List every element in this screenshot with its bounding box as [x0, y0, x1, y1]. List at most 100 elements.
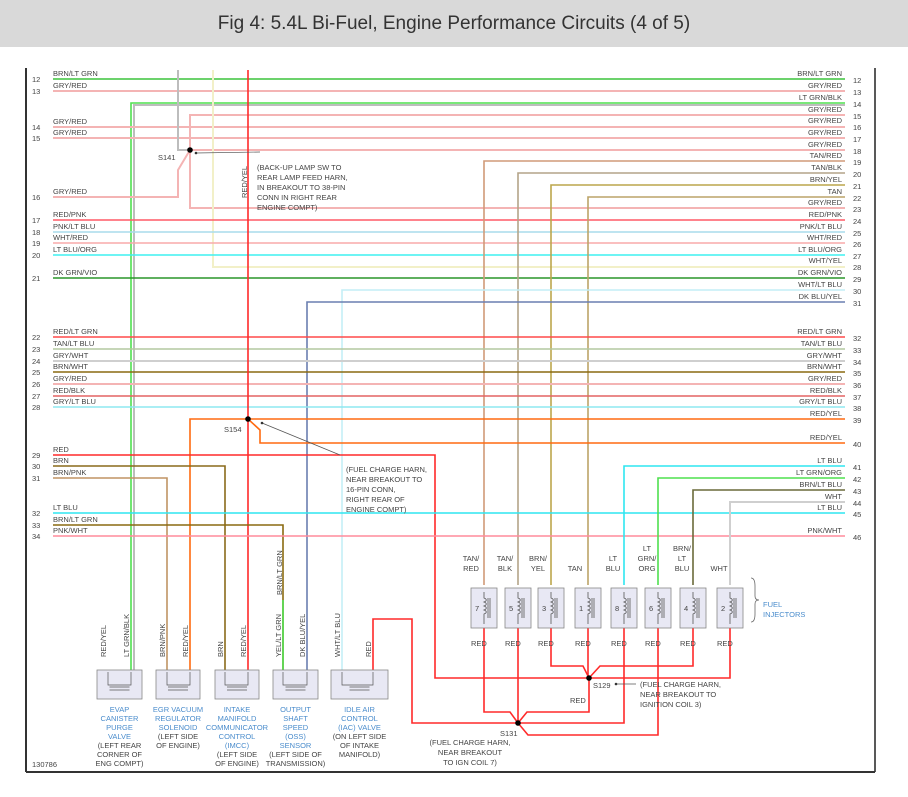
splice-note: (FUEL CHARGE HARN,	[346, 465, 427, 474]
component-name: CONTROL	[341, 714, 378, 723]
right-wire-label: BRN/LT GRN	[797, 69, 842, 78]
component-body	[96, 669, 143, 700]
right-row-number: 42	[853, 475, 861, 484]
arrow-head	[614, 682, 618, 686]
component-name: IDLE AIR	[344, 705, 375, 714]
coil-icon	[349, 686, 370, 691]
wire-ltgrn	[657, 477, 845, 585]
right-row-number: 39	[853, 416, 861, 425]
right-row-number: 21	[853, 182, 861, 191]
pin-icon	[119, 672, 132, 686]
splice-note: NEAR BREAKOUT	[438, 748, 503, 757]
coil-icon	[586, 592, 595, 624]
component-name: MANIFOLD	[218, 714, 257, 723]
pin-icon	[341, 672, 360, 686]
right-row-number: 29	[853, 275, 861, 284]
injector-return-label: RED	[471, 639, 487, 648]
left-wire-label: BRN	[53, 456, 69, 465]
component-name: VALVE	[108, 732, 131, 741]
coil-icon	[482, 592, 491, 624]
right-row-number: 24	[853, 217, 861, 226]
splice-s141	[187, 147, 193, 153]
injector-group-label: INJECTORS	[763, 610, 805, 619]
splice-note: IN BREAKOUT TO 38-PIN	[257, 183, 345, 192]
right-wire-label: GRY/RED	[808, 81, 843, 90]
injector-wire-label: TAN/	[497, 554, 514, 563]
wire-tanblk	[517, 172, 845, 585]
left-wire-label: RED/BLK	[53, 386, 85, 395]
right-wire-label: GRY/LT BLU	[799, 397, 842, 406]
component-location: (ON LEFT SIDE	[333, 732, 387, 741]
right-wire-label: TAN	[828, 187, 842, 196]
left-wire-label: DK GRN/VIO	[53, 268, 97, 277]
component-location: (LEFT SIDE	[158, 732, 198, 741]
right-row-number: 23	[853, 205, 861, 214]
right-wire-label: LT GRN/BLK	[799, 93, 842, 102]
left-wire-label: GRY/RED	[53, 117, 88, 126]
injector-return-label: RED	[611, 639, 627, 648]
wires	[53, 70, 845, 736]
left-wire-label: PNK/WHT	[53, 526, 88, 535]
splice-note: ENGINE COMPT)	[346, 505, 407, 514]
left-row-number: 16	[32, 193, 40, 202]
injector-number: 3	[542, 604, 546, 613]
diagram-frame	[25, 68, 876, 773]
right-wire-label: TAN/LT BLU	[801, 339, 842, 348]
injector-7: TAN/RED 7 RED	[463, 554, 498, 648]
left-wire-label: LT BLU	[53, 503, 78, 512]
injector-wire-label: YEL	[531, 564, 545, 573]
pin-wire-label: WHT/LT BLU	[333, 613, 342, 657]
wire-brnltblu	[692, 489, 845, 585]
right-wire-label: GRY/RED	[808, 374, 843, 383]
right-row-number: 12	[853, 76, 861, 85]
injector-wire-label: BLK	[498, 564, 512, 573]
right-row-number: 46	[853, 533, 861, 542]
left-row-number: 12	[32, 75, 40, 84]
component-body	[155, 669, 201, 700]
right-row-number: 20	[853, 170, 861, 179]
left-wire-label: BRN/PNK	[53, 468, 86, 477]
right-row-number: 37	[853, 393, 861, 402]
figure-title: Fig 4: 5.4L Bi-Fuel, Engine Performance …	[0, 0, 908, 47]
left-wire-label: RED/LT GRN	[53, 327, 98, 336]
right-wire-label: GRY/RED	[808, 105, 843, 114]
splice-note: (FUEL CHARGE HARN,	[640, 680, 721, 689]
injector-wire-label: BLU	[675, 564, 690, 573]
wire-gray	[177, 70, 190, 151]
left-wire-label: GRY/RED	[53, 187, 88, 196]
right-wire-label: WHT	[825, 492, 842, 501]
injector-wire-label: BRN/	[673, 544, 692, 553]
right-row-number: 27	[853, 252, 861, 261]
coil-icon	[285, 686, 306, 691]
left-wire-label: LT BLU/ORG	[53, 245, 97, 254]
injector-wire-label: WHT	[710, 564, 727, 573]
right-row-number: 38	[853, 404, 861, 413]
pin-wire-label: DK BLU/YEL	[298, 614, 307, 657]
wire-red	[517, 628, 659, 736]
left-wire-label: GRY/WHT	[53, 351, 89, 360]
component-name: PURGE	[106, 723, 133, 732]
right-row-number: 26	[853, 240, 861, 249]
right-wire-label: BRN/WHT	[807, 362, 842, 371]
wire-ltgrn	[130, 102, 845, 672]
injector-return-label: RED	[505, 639, 521, 648]
injector-5: TAN/BLK 5 RED	[497, 554, 532, 648]
pin-wire-label: BRN/PNK	[158, 624, 167, 657]
wire-orange	[189, 418, 845, 672]
right-wire-label: DK BLU/YEL	[799, 292, 842, 301]
right-wire-label: RED/YEL	[810, 433, 842, 442]
right-row-number: 41	[853, 463, 861, 472]
component-name: (IAC) VALVE	[338, 723, 381, 732]
right-wire-label: GRY/WHT	[807, 351, 843, 360]
right-row-number: 35	[853, 369, 861, 378]
injector-number: 7	[475, 604, 479, 613]
right-row-number: 43	[853, 487, 861, 496]
left-wire-label: BRN/WHT	[53, 362, 88, 371]
coil-icon	[227, 686, 247, 691]
injector-bracket	[750, 577, 760, 623]
injector-return-label: RED	[680, 639, 696, 648]
right-row-number: 25	[853, 229, 861, 238]
left-wire-label: TAN/LT BLU	[53, 339, 94, 348]
component-name: SPEED	[283, 723, 309, 732]
coil-icon	[691, 592, 700, 624]
